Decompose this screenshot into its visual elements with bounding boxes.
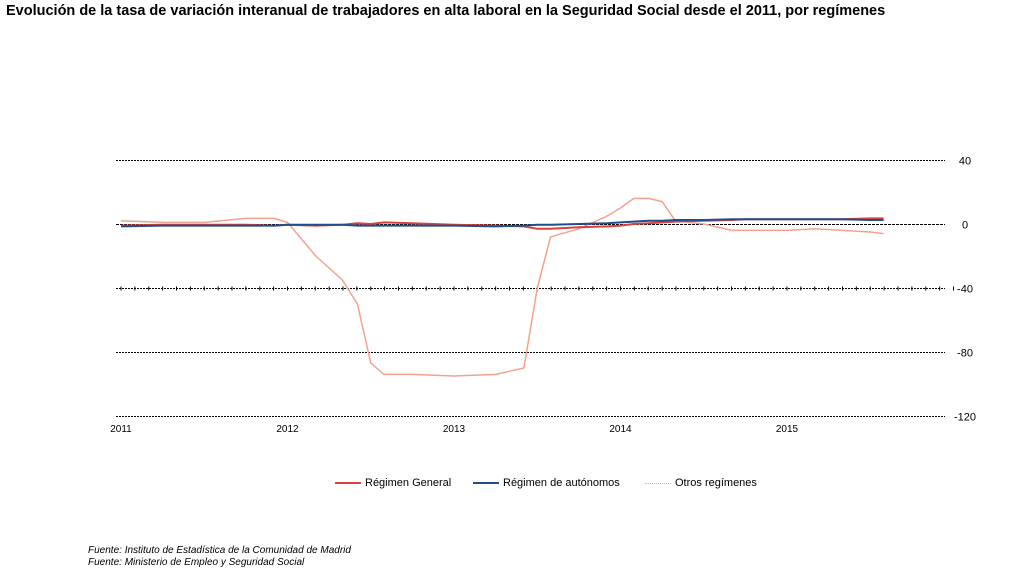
- x-tick-label: 2014: [609, 424, 632, 435]
- series-lines: [120, 197, 884, 377]
- y-tick-label: -120: [954, 412, 976, 424]
- x-tick-label: 2013: [443, 424, 466, 435]
- chart-title: Evolución de la tasa de variación intera…: [6, 3, 886, 19]
- y-tick-label: 0: [962, 220, 968, 232]
- legend-swatch-otros-regimenes: [645, 482, 671, 484]
- y-tick-labels: 40 0 -40 -80 -120: [954, 156, 976, 424]
- y-tick-label: -80: [957, 348, 973, 360]
- source-line: Fuente: Instituto de Estadística de la C…: [88, 545, 351, 556]
- legend-item-otros-regimenes: Otros regímenes: [645, 477, 757, 489]
- legend-swatch-regimen-general: [335, 482, 361, 484]
- x-tick-label: 2011: [110, 424, 132, 435]
- x-tick-label: 2015: [776, 424, 799, 435]
- legend-label: Régimen de autónomos: [503, 477, 620, 489]
- y-tick-label: -40: [957, 284, 973, 296]
- grid-lines: [116, 160, 954, 417]
- x-tick-label: 2012: [276, 424, 299, 435]
- legend-label: Otros regímenes: [675, 477, 757, 489]
- legend: Régimen General Régimen de autónomos Otr…: [0, 477, 1030, 495]
- legend-item-regimen-autonomos: Régimen de autónomos: [473, 477, 620, 489]
- legend-swatch-regimen-autonomos: [473, 482, 499, 484]
- series-line-2: [120, 197, 884, 377]
- source-line: Fuente: Ministerio de Empleo y Seguridad…: [88, 557, 305, 568]
- sources: Fuente: Instituto de Estadística de la C…: [88, 545, 351, 569]
- x-tick-labels: 2011 2012 2013 2014 2015: [110, 424, 798, 435]
- legend-item-regimen-general: Régimen General: [335, 477, 451, 489]
- y-tick-label: 40: [959, 156, 971, 168]
- series-line-1: [120, 218, 884, 228]
- legend-label: Régimen General: [365, 477, 452, 489]
